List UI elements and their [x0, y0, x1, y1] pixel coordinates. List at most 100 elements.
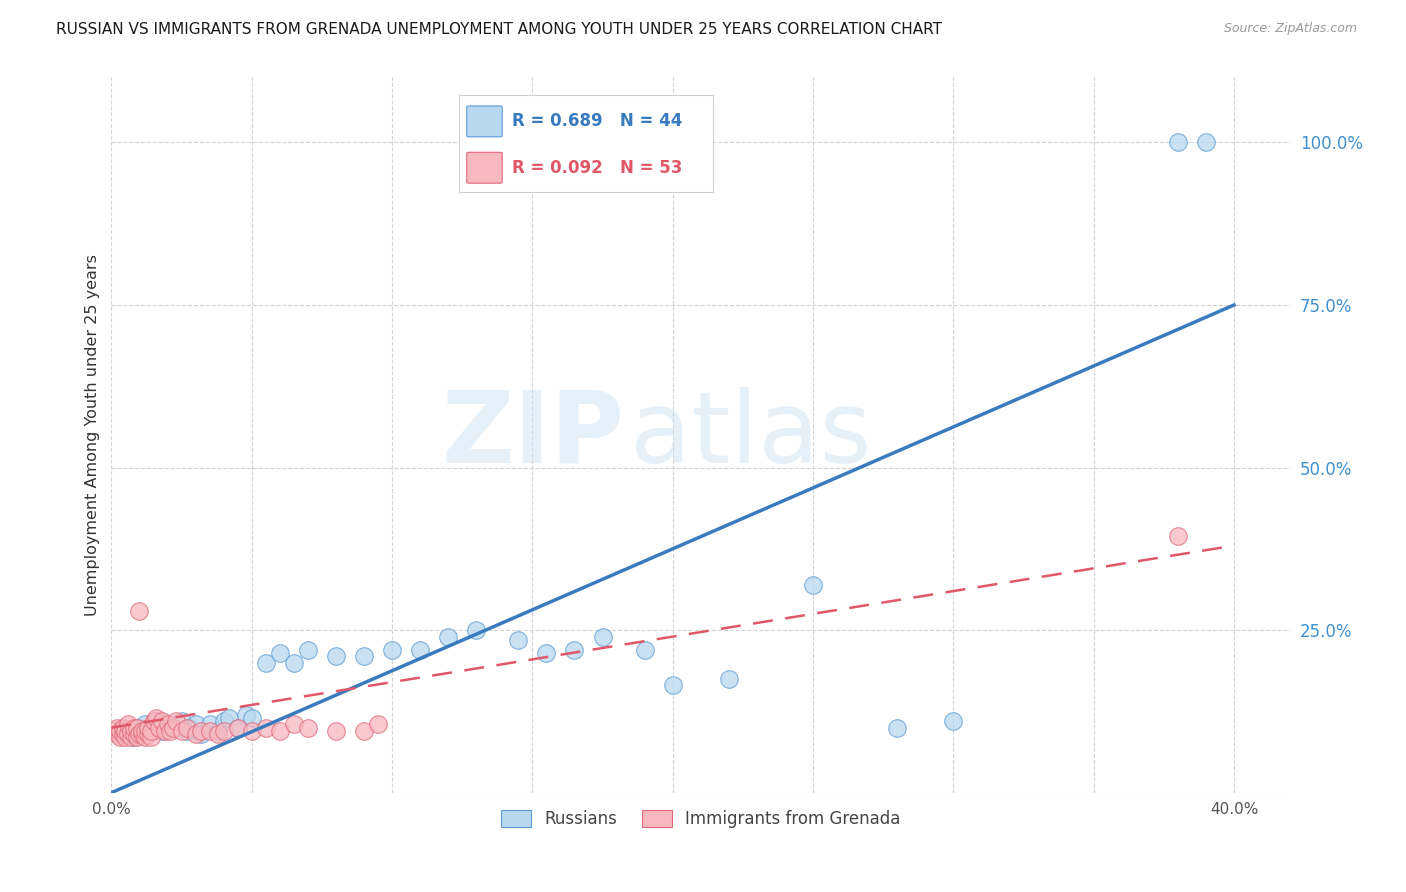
Point: [176, 723, 198, 738]
Point: [134, 723, 156, 738]
Point: [145, 711, 167, 725]
Point: [114, 723, 136, 738]
Point: [198, 723, 221, 738]
Point: [108, 723, 131, 738]
Legend: Russians, Immigrants from Grenada: Russians, Immigrants from Grenada: [494, 803, 907, 834]
Point: [111, 727, 134, 741]
Point: [136, 721, 159, 735]
Point: [128, 604, 150, 618]
Point: [148, 721, 170, 735]
Point: [120, 723, 142, 738]
Point: [886, 721, 908, 735]
Point: [120, 731, 142, 745]
Point: [226, 721, 249, 735]
Point: [170, 723, 193, 738]
Point: [176, 721, 198, 735]
Point: [125, 721, 148, 735]
Point: [240, 711, 263, 725]
Point: [212, 714, 235, 728]
Point: [190, 727, 212, 741]
Text: ZIP: ZIP: [441, 386, 624, 483]
Point: [536, 646, 558, 660]
Point: [465, 623, 488, 637]
Point: [353, 649, 375, 664]
Point: [325, 723, 347, 738]
Point: [801, 577, 824, 591]
Point: [508, 632, 530, 647]
Point: [297, 721, 319, 735]
Point: [105, 727, 128, 741]
Point: [1167, 136, 1189, 150]
Point: [283, 717, 305, 731]
Point: [212, 723, 235, 738]
Point: [122, 727, 145, 741]
Point: [145, 714, 167, 728]
Point: [170, 714, 193, 728]
Point: [108, 731, 131, 745]
Point: [1195, 136, 1218, 150]
Point: [226, 721, 249, 735]
Point: [179, 721, 201, 735]
Point: [207, 727, 229, 741]
Point: [122, 721, 145, 735]
Point: [131, 723, 153, 738]
Point: [942, 714, 965, 728]
Point: [592, 630, 614, 644]
Point: [254, 656, 277, 670]
Point: [117, 717, 139, 731]
Point: [150, 714, 173, 728]
Point: [717, 672, 740, 686]
Point: [165, 714, 187, 728]
Point: [1167, 529, 1189, 543]
Point: [437, 630, 460, 644]
Point: [297, 642, 319, 657]
Point: [240, 723, 263, 738]
Point: [142, 721, 165, 735]
Point: [269, 646, 291, 660]
Text: RUSSIAN VS IMMIGRANTS FROM GRENADA UNEMPLOYMENT AMONG YOUTH UNDER 25 YEARS CORRE: RUSSIAN VS IMMIGRANTS FROM GRENADA UNEMP…: [56, 22, 942, 37]
Text: atlas: atlas: [630, 386, 872, 483]
Text: Source: ZipAtlas.com: Source: ZipAtlas.com: [1223, 22, 1357, 36]
Point: [156, 717, 179, 731]
Point: [150, 723, 173, 738]
Point: [128, 727, 150, 741]
Point: [381, 642, 404, 657]
Point: [114, 723, 136, 738]
Point: [142, 714, 165, 728]
Point: [131, 727, 153, 741]
Point: [409, 642, 432, 657]
Point: [661, 678, 683, 692]
Point: [134, 731, 156, 745]
Point: [353, 723, 375, 738]
Y-axis label: Unemployment Among Youth under 25 years: Unemployment Among Youth under 25 years: [86, 254, 100, 616]
Point: [139, 731, 162, 745]
Point: [128, 721, 150, 735]
Point: [184, 717, 207, 731]
Point: [156, 717, 179, 731]
Point: [190, 723, 212, 738]
Point: [134, 717, 156, 731]
Point: [269, 723, 291, 738]
Point: [136, 727, 159, 741]
Point: [207, 723, 229, 738]
Point: [136, 723, 159, 738]
Point: [218, 711, 240, 725]
Point: [283, 656, 305, 670]
Point: [105, 721, 128, 735]
Point: [634, 642, 657, 657]
Point: [117, 727, 139, 741]
Point: [198, 717, 221, 731]
Point: [153, 723, 176, 738]
Point: [367, 717, 389, 731]
Point: [235, 707, 257, 722]
Point: [159, 723, 181, 738]
Point: [111, 721, 134, 735]
Point: [254, 721, 277, 735]
Point: [103, 723, 125, 738]
Point: [139, 723, 162, 738]
Point: [325, 649, 347, 664]
Point: [114, 731, 136, 745]
Point: [162, 721, 184, 735]
Point: [564, 642, 586, 657]
Point: [125, 731, 148, 745]
